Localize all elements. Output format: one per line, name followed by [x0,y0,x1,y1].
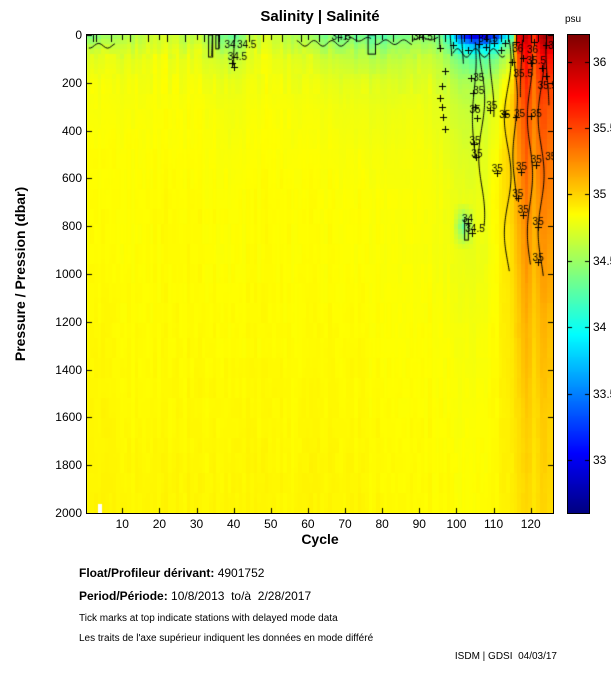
x-tick-label: 50 [264,517,278,531]
float-id-number: 4901752 [217,566,265,580]
credit-line: ISDM | GDSI 04/03/17 [454,651,557,662]
y-tick-label: 1800 [55,458,82,473]
colorbar-tick-label: 35.5 [593,120,611,135]
x-tick-label: 110 [484,517,504,531]
colorbar-tick-label: 36 [593,54,607,69]
y-tick-label: 1400 [55,362,82,377]
x-tick-label: 70 [338,517,352,531]
y-tick-label: 600 [61,171,82,186]
period-label: Period/Période: [79,589,168,603]
y-tick-label: 400 [61,123,82,138]
float-id-line: Float/Profileur dérivant: 4901752 [79,566,264,580]
x-tick-label: 40 [226,517,241,531]
note-french: Les traits de l'axe supérieur indiquent … [79,633,374,644]
y-tick-label: 1600 [55,410,82,425]
colorbar-tick-label: 34 [593,320,607,335]
period-value: 10/8/2013 to/à 2/28/2017 [171,589,312,603]
x-tick-label: 20 [152,517,167,531]
x-tick-label: 120 [520,517,541,531]
colorbar-tick-label: 35 [593,187,607,202]
float-id-label: Float/Profileur dérivant: [79,566,215,580]
x-tick-label: 10 [115,517,129,531]
note-english: Tick marks at top indicate stations with… [79,613,338,624]
x-tick-label: 80 [375,517,389,531]
y-tick-label: 2000 [55,506,82,520]
colorbar-tick-label: 34.5 [593,253,611,268]
y-tick-label: 0 [75,28,82,42]
x-tick-label: 30 [189,517,204,531]
period-line: Period/Période: 10/8/2013 to/à 2/28/2017 [79,589,311,603]
x-tick-label: 100 [446,517,467,531]
y-tick-label: 1200 [55,314,82,329]
salinity-heatmap-canvas [86,34,554,514]
colorbar-unit-label: psu [565,14,582,25]
y-tick-label: 800 [61,219,82,234]
colorbar-canvas [567,34,590,514]
x-tick-label: 60 [301,517,315,531]
x-axis-label: Cycle [301,531,339,547]
colorbar-tick-label: 33.5 [593,386,611,401]
page-title: Salinity | Salinité [260,8,380,25]
y-tick-label: 200 [61,75,82,90]
x-tick-label: 90 [412,517,426,531]
y-tick-label: 1000 [55,267,82,281]
colorbar-tick-label: 33 [593,452,607,467]
